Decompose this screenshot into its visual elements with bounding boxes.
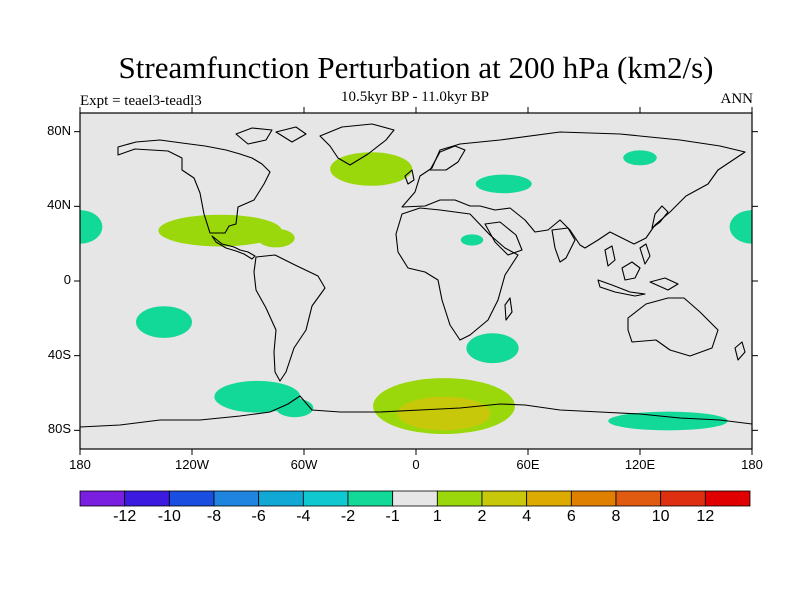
lon-tick-label: 180 xyxy=(741,457,763,472)
map-subtitle: 10.5kyr BP - 11.0kyr BP xyxy=(340,89,490,105)
colorbar-label: 4 xyxy=(522,508,532,525)
colorbar-swatch xyxy=(124,490,170,507)
colorbar-swatch xyxy=(79,490,126,507)
colorbar-label: 1 xyxy=(432,508,442,525)
map-title: Streamfunction Perturbation at 200 hPa (… xyxy=(118,50,714,85)
colorbar-label: -6 xyxy=(251,508,266,525)
axis-ticks xyxy=(74,107,758,455)
lat-tick-label: 0 xyxy=(63,272,71,287)
colorbar-swatch xyxy=(347,490,394,507)
anomaly-region xyxy=(158,214,282,247)
colorbar-label: 8 xyxy=(611,508,621,525)
lat-tick-label: 80N xyxy=(47,122,71,138)
lat-tick-label: 80S xyxy=(47,421,71,437)
anomaly-region xyxy=(460,234,484,246)
experiment-label: Expt = teael3-teadl3 xyxy=(80,93,202,109)
anomaly-region xyxy=(623,150,657,166)
anomaly-region xyxy=(80,210,103,244)
season-label: ANN xyxy=(720,91,754,107)
lon-tick-label: 60W xyxy=(290,457,318,472)
colorbar-label: -2 xyxy=(340,508,356,525)
colorbar-swatch xyxy=(704,490,751,507)
colorbar-label: 6 xyxy=(566,508,576,525)
anomaly-region xyxy=(608,411,728,431)
anomaly-region xyxy=(466,333,519,364)
colorbar-swatch xyxy=(570,490,617,507)
colorbar-label: -4 xyxy=(296,508,311,525)
colorbar-swatch xyxy=(436,490,483,507)
colorbar-swatch xyxy=(660,490,706,507)
colorbar-label: 10 xyxy=(651,508,670,525)
colorbar xyxy=(79,490,751,507)
coastlines xyxy=(80,123,752,428)
colorbar-swatch xyxy=(258,490,304,507)
anomaly-region xyxy=(729,210,752,244)
anomaly-region xyxy=(475,174,532,194)
colorbar-swatch xyxy=(615,490,662,507)
colorbar-swatch xyxy=(526,490,572,507)
anomaly-region xyxy=(276,398,314,418)
colorbar-swatch xyxy=(213,490,260,507)
lon-tick-label: 120E xyxy=(624,457,656,472)
colorbar-swatch xyxy=(481,490,528,507)
colorbar-label: -12 xyxy=(113,508,137,525)
colorbar-label: -10 xyxy=(157,508,181,525)
lat-tick-label: 40S xyxy=(47,346,71,362)
colorbar-label: 2 xyxy=(477,508,487,525)
lon-tick-label: 180 xyxy=(69,457,91,472)
colorbar-swatch xyxy=(168,490,215,507)
lon-tick-label: 120W xyxy=(175,457,209,472)
anomaly-regions xyxy=(80,150,752,435)
colorbar-swatch xyxy=(392,490,438,507)
colorbar-label: 12 xyxy=(696,508,715,525)
colorbar-swatch xyxy=(302,490,349,507)
anomaly-region xyxy=(397,396,491,431)
anomaly-region xyxy=(330,152,413,186)
lon-tick-label: 0 xyxy=(412,457,420,472)
colorbar-label: -1 xyxy=(385,508,400,525)
lon-tick-label: 60E xyxy=(516,457,540,472)
anomaly-region xyxy=(257,228,295,248)
anomaly-region xyxy=(136,306,192,338)
lat-tick-label: 40N xyxy=(47,197,71,213)
colorbar-label: -8 xyxy=(206,508,222,525)
